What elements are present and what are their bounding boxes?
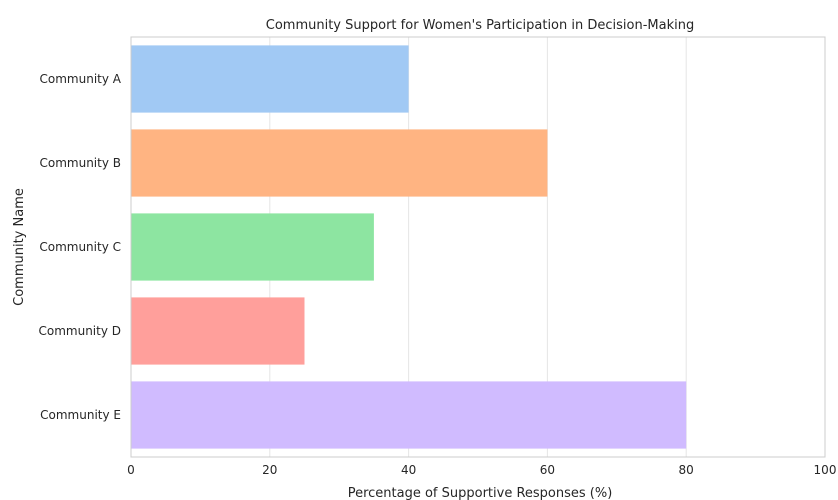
bar-community-e [131,381,687,449]
bar-community-a [131,45,409,113]
x-tick-label: 0 [127,463,135,477]
x-tick-label: 80 [679,463,694,477]
bar-community-d [131,297,305,365]
x-tick-label: 60 [540,463,555,477]
y-tick-label: Community B [40,156,122,170]
x-axis-label: Percentage of Supportive Responses (%) [348,486,613,500]
y-tick-label: Community E [40,408,121,422]
chart-title: Community Support for Women's Participat… [266,18,694,33]
bar-community-c [131,213,374,281]
y-tick-label: Community D [38,324,121,338]
x-tick-label: 40 [401,463,416,477]
y-tick-labels: Community A Community B Community C Communi… [38,72,121,422]
x-tick-label: 100 [814,463,837,477]
bars [131,45,687,449]
y-tick-label: Community C [39,240,121,254]
x-tick-labels: 0 20 40 60 80 100 [127,463,836,477]
x-tick-label: 20 [262,463,277,477]
y-tick-label: Community A [40,72,122,86]
plot-frame [130,36,826,458]
y-axis-label: Community Name [12,188,27,306]
bar-community-b [131,129,548,197]
